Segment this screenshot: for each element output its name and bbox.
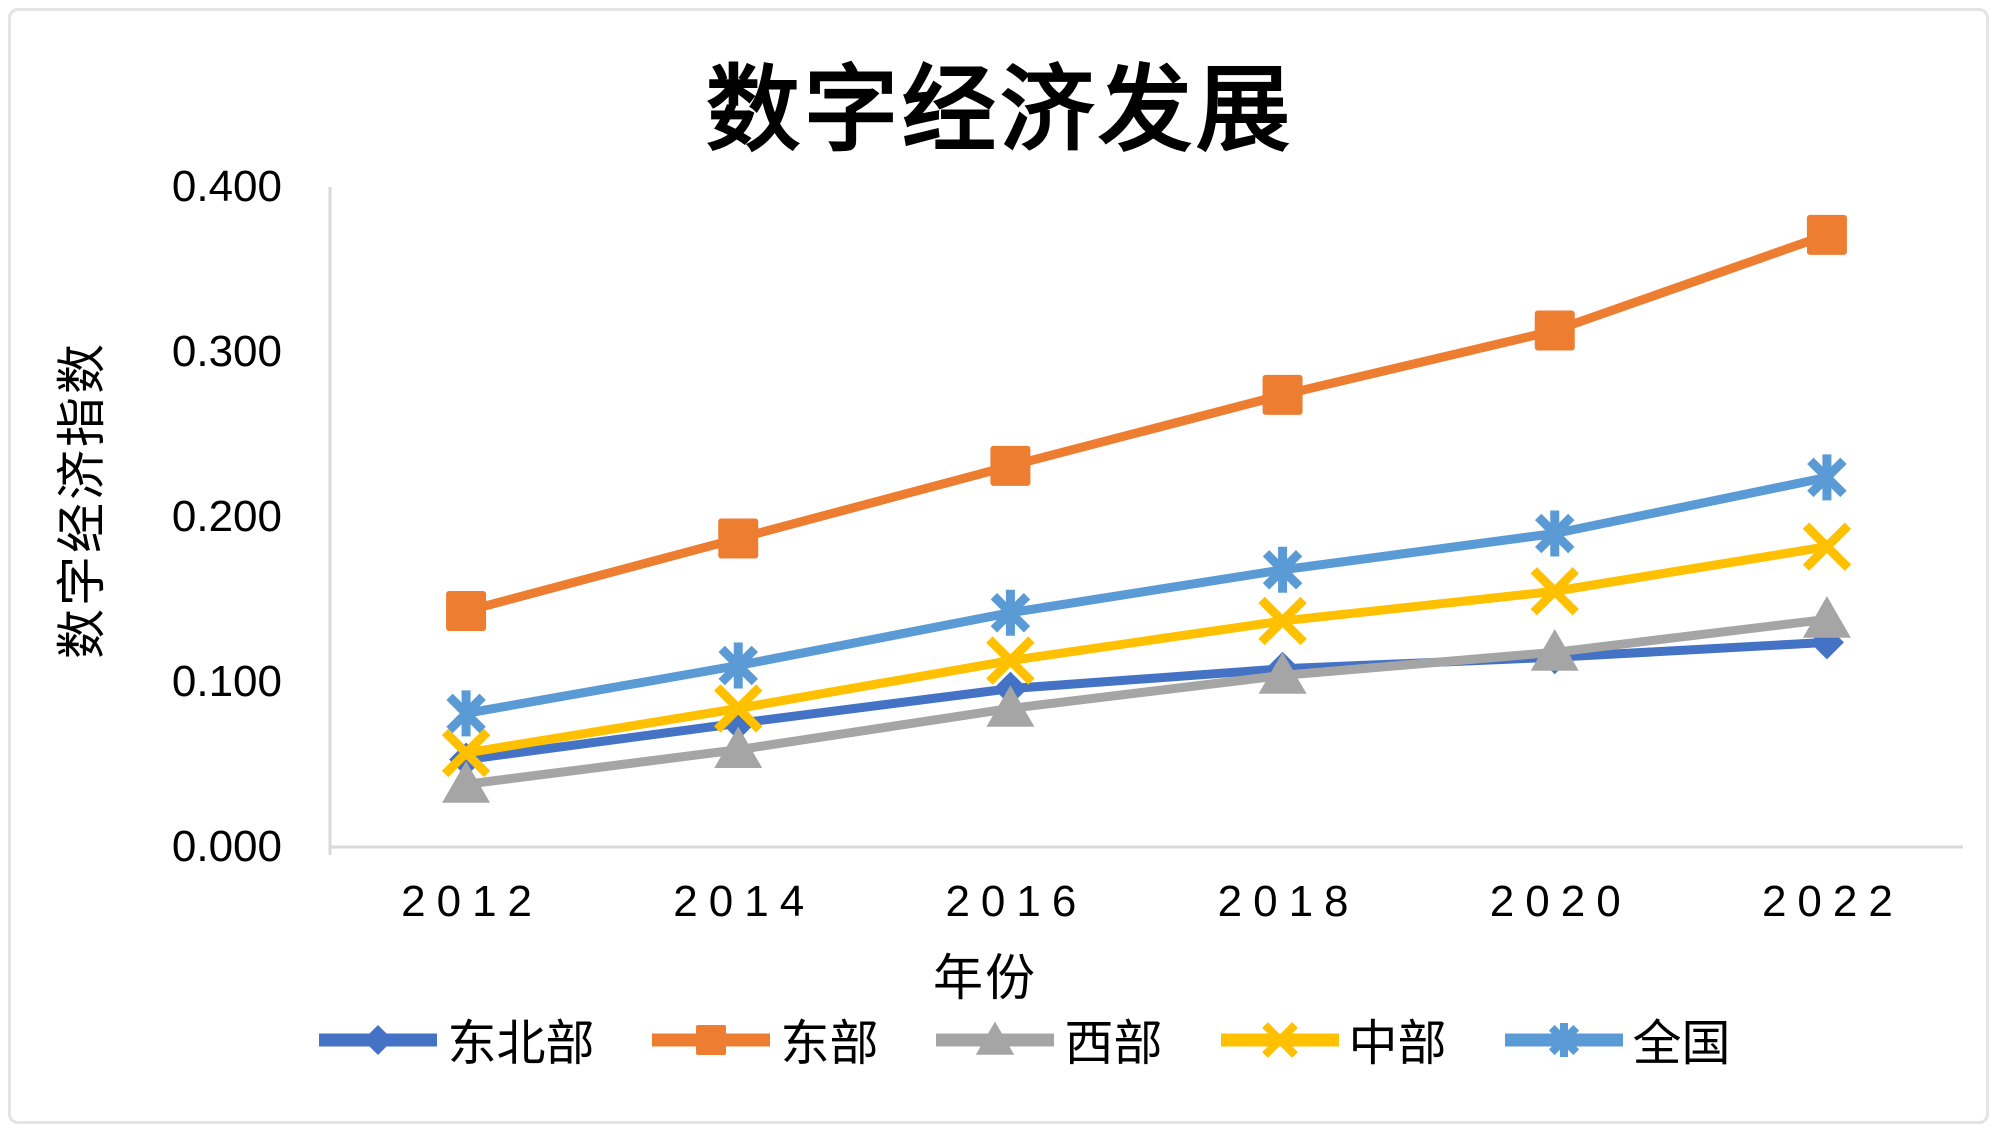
y-tick-label: 0.000 xyxy=(171,822,282,871)
series-line xyxy=(465,614,1828,789)
series-东北部 xyxy=(449,625,1844,777)
asterisk-marker-icon xyxy=(1807,454,1847,501)
legend-label: 中部 xyxy=(1348,1017,1447,1071)
legend-marker-icon xyxy=(1220,1021,1339,1058)
x-marker-icon xyxy=(986,636,1035,685)
asterisk-marker-icon xyxy=(990,589,1031,636)
x-tick-label: 2012 xyxy=(401,877,544,926)
x-marker-icon xyxy=(714,684,763,733)
square-marker-icon xyxy=(990,445,1031,486)
x-marker-icon xyxy=(441,728,491,778)
triangle-marker-icon xyxy=(986,685,1035,727)
legend-marker-icon xyxy=(1504,1022,1623,1057)
x-marker-icon xyxy=(1258,596,1307,646)
square-marker-icon xyxy=(1806,214,1847,255)
asterisk-marker-icon xyxy=(446,690,486,737)
legend-marker-icon xyxy=(319,1024,438,1055)
triangle-marker-icon xyxy=(714,726,763,769)
asterisk-marker-icon xyxy=(1262,546,1303,593)
legend-marker-icon xyxy=(936,1020,1055,1055)
legend-marker-icon xyxy=(652,1024,771,1055)
series-西部 xyxy=(442,596,1851,803)
legend-label: 东部 xyxy=(780,1017,879,1071)
series-line xyxy=(465,637,1828,765)
x-marker-icon xyxy=(1530,567,1579,616)
legend-item-西部: 西部 xyxy=(936,1004,1163,1075)
series-line xyxy=(464,230,1829,616)
legend-item-东北部: 东北部 xyxy=(319,1004,594,1075)
x-tick-label: 2016 xyxy=(945,877,1088,926)
legend-label: 西部 xyxy=(1064,1017,1163,1071)
square-marker-icon xyxy=(1262,374,1303,415)
x-axis-title: 年份 xyxy=(933,950,1037,1006)
legend-item-全国: 全国 xyxy=(1504,1004,1731,1075)
y-axis-title: 数字经济指数 xyxy=(54,341,110,659)
triangle-marker-icon xyxy=(442,761,491,803)
chart-title: 数字经济发展 xyxy=(705,57,1294,162)
legend-label: 全国 xyxy=(1632,1017,1731,1071)
x-marker-icon xyxy=(1802,522,1852,571)
y-tick-label: 0.100 xyxy=(171,657,282,706)
asterisk-marker-icon xyxy=(1535,510,1575,557)
x-tick-label: 2014 xyxy=(673,877,816,926)
series-line xyxy=(465,542,1828,758)
square-marker-icon xyxy=(1534,310,1575,351)
triangle-marker-icon xyxy=(1530,629,1579,671)
triangle-marker-icon xyxy=(1802,596,1851,638)
chart-legend: 东北部 东部 西部 中部 全国 xyxy=(0,1004,2000,1075)
y-tick-label: 0.400 xyxy=(171,162,282,211)
x-tick-label: 2020 xyxy=(1489,877,1632,926)
legend-item-东部: 东部 xyxy=(652,1004,878,1075)
legend-item-中部: 中部 xyxy=(1220,1004,1447,1075)
series-中部 xyxy=(441,522,1852,778)
series-全国 xyxy=(446,454,1847,737)
asterisk-marker-icon xyxy=(718,642,758,689)
triangle-marker-icon xyxy=(1258,652,1307,694)
square-marker-icon xyxy=(446,591,487,632)
series-东部 xyxy=(446,214,1847,632)
x-tick-label: 2022 xyxy=(1761,877,1904,926)
series-line xyxy=(465,472,1828,718)
y-tick-label: 0.300 xyxy=(171,327,282,376)
y-tick-label: 0.200 xyxy=(171,492,282,541)
chart-card-border xyxy=(8,8,1989,1124)
x-tick-label: 2018 xyxy=(1217,877,1360,926)
legend-label: 东北部 xyxy=(447,1017,595,1071)
square-marker-icon xyxy=(718,518,759,559)
